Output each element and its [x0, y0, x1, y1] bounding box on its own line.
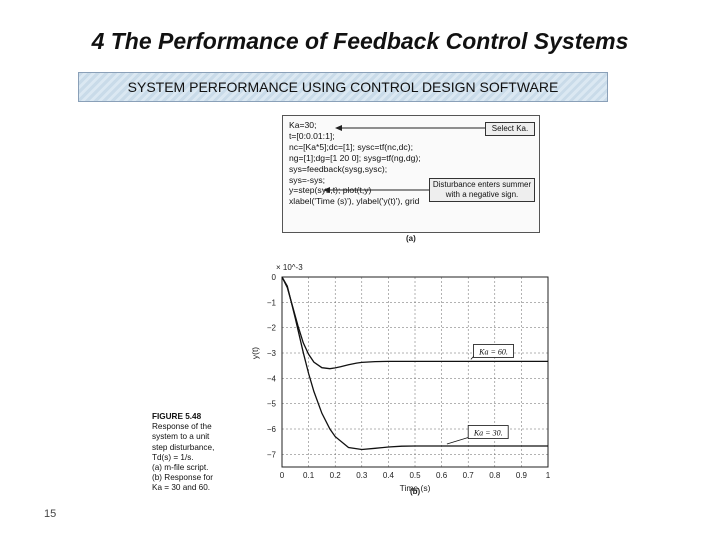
code-listing-box: Ka=30; t=[0:0.01:1]; nc=[Ka*5];dc=[1]; s…	[282, 115, 540, 233]
x-tick-label: 1	[546, 471, 551, 480]
code-line: xlabel('Time (s)'), ylabel('y(t)'), grid	[289, 196, 420, 207]
series-line-ka-30	[281, 276, 548, 451]
code-line: sys=-sys;	[289, 174, 326, 185]
annotation-ka-30-box	[467, 425, 509, 439]
x-tick-label: 0.3	[356, 471, 368, 480]
response-chart-svg: 0 0.1 0.2 0.3 0.4 0.5 0.6 0.7 0.8 0.9 1 0 −1 −2 −3 −4 −5…	[250, 263, 551, 493]
y-tick-label: 0	[272, 273, 277, 282]
caption-line: step disturbance,	[152, 442, 215, 452]
y-tick-label: −4	[267, 374, 277, 383]
x-tick-label: 0	[280, 471, 285, 480]
caption-line: (b) Response for	[152, 473, 213, 483]
annotation-ka-30-arrow	[446, 437, 469, 445]
caption-line: Ka = 30 and 60.	[152, 483, 211, 493]
code-line: Ka=30;	[289, 120, 317, 130]
annotation-ka-60-box	[473, 344, 514, 358]
y-tick-label: −1	[267, 298, 277, 307]
x-tick-label: 0.5	[409, 471, 421, 480]
series-layer	[281, 276, 548, 451]
section-banner: SYSTEM PERFORMANCE USING CONTROL DESIGN …	[78, 72, 608, 102]
series-line-ka-60	[281, 276, 548, 370]
callout-disturbance-line: Disturbance enters summer	[432, 180, 532, 189]
code-line: t=[0:0.01:1];	[289, 130, 335, 141]
y-tick-label: −2	[267, 324, 277, 333]
callout-disturbance: Disturbance enters summer with a negativ…	[429, 178, 535, 202]
slide-number: 15	[44, 508, 57, 520]
panel-label-b: (b)	[410, 487, 421, 496]
caption-line: system to a unit	[152, 432, 210, 442]
slide-title: 4 The Performance of Feedback Control Sy…	[91, 28, 629, 54]
annotation-ka-60-label: Ka = 60.	[478, 347, 508, 356]
grid-layer	[282, 277, 548, 467]
x-tick-label: 0.4	[383, 471, 395, 480]
code-line: sys=feedback(sysg,sysc);	[289, 163, 388, 174]
annotation-ka-30-label: Ka = 30.	[473, 429, 503, 438]
code-line: nc=[Ka*5];dc=[1]; sysc=tf(nc,dc);	[289, 141, 413, 152]
caption-line: Td(s) = 1/s.	[152, 452, 194, 462]
y-tick-label: −6	[267, 425, 277, 434]
x-tick-label: 0.6	[436, 471, 448, 480]
x-tick-label: 0.2	[330, 471, 342, 480]
figure-caption: FIGURE 5.48 Response of the system to a …	[152, 412, 232, 494]
annotation-ka-60-arrow	[470, 356, 474, 360]
code-line: ng=[1];dg=[1 20 0]; sysg=tf(ng,dg);	[289, 152, 421, 163]
y-multiplier-label: × 10^-3	[276, 263, 303, 272]
caption-heading: FIGURE 5.48	[152, 412, 202, 421]
tick-layer: 0 0.1 0.2 0.3 0.4 0.5 0.6 0.7 0.8 0.9 1 0 −1 −2 −3 −4 −5…	[267, 273, 551, 480]
response-plot: 0 0.1 0.2 0.3 0.4 0.5 0.6 0.7 0.8 0.9 1 0 −1 −2 −3 −4 −5…	[248, 255, 558, 505]
code-listing: Ka=30; t=[0:0.01:1]; nc=[Ka*5];dc=[1]; s…	[289, 120, 421, 207]
x-axis-label: Time (s)	[400, 483, 431, 493]
y-tick-label: −3	[267, 349, 277, 358]
callout-select-ka: Select Ka.	[485, 122, 535, 136]
x-tick-label: 0.7	[463, 471, 475, 480]
caption-line: (a) m-file script.	[152, 463, 209, 473]
plot-frame	[281, 276, 549, 468]
y-tick-label: −5	[267, 400, 277, 409]
x-tick-label: 0.9	[516, 471, 528, 480]
caption-line: Response of the	[152, 422, 212, 432]
callout-arrows	[323, 125, 485, 193]
x-tick-label: 0.1	[303, 471, 315, 480]
y-axis-label: y(t)	[250, 347, 260, 359]
annotation-layer: Ka = 60. Ka = 30.	[446, 344, 514, 445]
panel-label-a: (a)	[406, 234, 416, 243]
x-tick-label: 0.8	[489, 471, 501, 480]
y-tick-label: −7	[267, 450, 277, 459]
callout-disturbance-line: with a negative sign.	[445, 190, 519, 199]
